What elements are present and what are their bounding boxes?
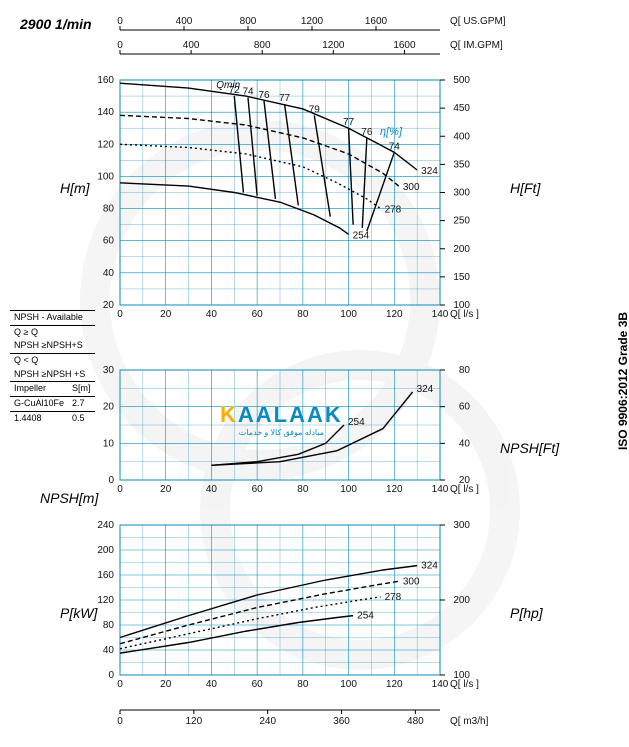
svg-text:254: 254 (353, 230, 370, 241)
svg-text:20: 20 (160, 484, 172, 495)
svg-text:1600: 1600 (393, 40, 416, 51)
svg-text:Q[ IM.GPM]: Q[ IM.GPM] (450, 40, 503, 51)
svg-text:400: 400 (176, 16, 193, 27)
svg-text:200: 200 (97, 545, 114, 556)
svg-text:80: 80 (459, 365, 471, 376)
svg-text:100: 100 (340, 484, 357, 495)
svg-text:0: 0 (117, 716, 123, 727)
svg-text:1200: 1200 (322, 40, 345, 51)
svg-text:40: 40 (103, 645, 115, 656)
svg-text:350: 350 (453, 159, 470, 170)
svg-text:60: 60 (252, 484, 264, 495)
svg-text:278: 278 (385, 205, 402, 216)
svg-text:200: 200 (453, 244, 470, 255)
svg-text:120: 120 (386, 309, 403, 320)
svg-text:100: 100 (340, 679, 357, 690)
svg-text:Q[ US.GPM]: Q[ US.GPM] (450, 16, 506, 27)
svg-text:450: 450 (453, 103, 470, 114)
svg-text:20: 20 (160, 679, 172, 690)
svg-text:0: 0 (117, 16, 123, 27)
svg-text:160: 160 (97, 570, 114, 581)
svg-text:77: 77 (343, 117, 355, 128)
svg-text:79: 79 (309, 104, 321, 115)
charts-svg: 040080012001600Q[ US.GPM]040080012001600… (0, 0, 629, 747)
svg-text:80: 80 (297, 484, 309, 495)
svg-text:250: 250 (453, 216, 470, 227)
svg-text:150: 150 (453, 272, 470, 283)
svg-text:74: 74 (389, 141, 401, 152)
svg-text:30: 30 (103, 365, 115, 376)
svg-text:Qmin: Qmin (216, 80, 240, 91)
svg-text:76: 76 (258, 90, 270, 101)
kaalaak-watermark-logo: KAALAAK مبادله موفق کالا و خدمات (220, 402, 343, 437)
svg-text:278: 278 (385, 592, 402, 603)
svg-text:40: 40 (206, 679, 218, 690)
svg-text:80: 80 (297, 309, 309, 320)
svg-text:100: 100 (97, 171, 114, 182)
svg-text:20: 20 (103, 402, 115, 413)
svg-text:254: 254 (348, 417, 365, 428)
svg-text:120: 120 (386, 679, 403, 690)
svg-text:20: 20 (103, 300, 115, 311)
svg-text:120: 120 (186, 716, 203, 727)
svg-text:500: 500 (453, 75, 470, 86)
svg-text:0: 0 (108, 475, 114, 486)
svg-text:40: 40 (206, 309, 218, 320)
svg-text:300: 300 (453, 520, 470, 531)
svg-text:300: 300 (403, 182, 420, 193)
svg-text:0: 0 (117, 679, 123, 690)
svg-text:120: 120 (97, 139, 114, 150)
svg-text:Q[ m3/h]: Q[ m3/h] (450, 716, 489, 727)
svg-text:76: 76 (361, 127, 373, 138)
svg-text:0: 0 (117, 309, 123, 320)
svg-text:140: 140 (432, 679, 449, 690)
svg-text:77: 77 (279, 93, 291, 104)
svg-text:80: 80 (297, 679, 309, 690)
svg-text:20: 20 (160, 309, 172, 320)
svg-text:324: 324 (417, 384, 434, 395)
svg-text:1600: 1600 (365, 16, 388, 27)
svg-text:60: 60 (252, 679, 264, 690)
svg-text:140: 140 (432, 309, 449, 320)
svg-text:10: 10 (103, 438, 115, 449)
svg-text:400: 400 (453, 131, 470, 142)
svg-text:0: 0 (117, 484, 123, 495)
svg-text:20: 20 (459, 475, 471, 486)
svg-text:140: 140 (97, 107, 114, 118)
svg-text:254: 254 (357, 611, 374, 622)
svg-text:120: 120 (386, 484, 403, 495)
svg-text:100: 100 (340, 309, 357, 320)
svg-text:400: 400 (183, 40, 200, 51)
svg-text:40: 40 (103, 268, 115, 279)
svg-text:120: 120 (97, 595, 114, 606)
svg-text:40: 40 (206, 484, 218, 495)
svg-text:0: 0 (117, 40, 123, 51)
svg-text:100: 100 (453, 300, 470, 311)
svg-text:60: 60 (103, 236, 115, 247)
svg-text:800: 800 (254, 40, 271, 51)
svg-text:324: 324 (421, 561, 438, 572)
svg-text:324: 324 (421, 166, 438, 177)
pump-datasheet: 2900 1/min ISO 9906:2012 Grade 3B η[%] H… (0, 0, 629, 747)
svg-text:60: 60 (252, 309, 264, 320)
svg-text:40: 40 (459, 438, 471, 449)
svg-text:160: 160 (97, 75, 114, 86)
svg-text:240: 240 (97, 520, 114, 531)
svg-text:0: 0 (108, 670, 114, 681)
svg-text:80: 80 (103, 204, 115, 215)
svg-text:360: 360 (333, 716, 350, 727)
svg-text:80: 80 (103, 620, 115, 631)
svg-text:74: 74 (242, 87, 254, 98)
svg-text:200: 200 (453, 595, 470, 606)
svg-text:100: 100 (453, 670, 470, 681)
svg-text:800: 800 (240, 16, 257, 27)
svg-text:140: 140 (432, 484, 449, 495)
svg-text:480: 480 (407, 716, 424, 727)
svg-text:300: 300 (403, 576, 420, 587)
svg-text:1200: 1200 (301, 16, 324, 27)
svg-text:300: 300 (453, 188, 470, 199)
svg-text:240: 240 (259, 716, 276, 727)
svg-text:60: 60 (459, 402, 471, 413)
